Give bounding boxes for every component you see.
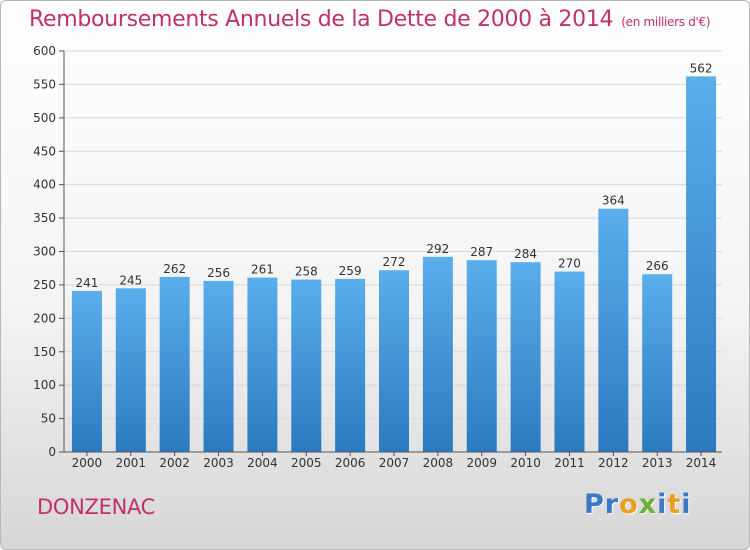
data-label: 258 — [295, 265, 318, 279]
logo-letter: r — [604, 489, 620, 520]
city-name: DONZENAC — [37, 495, 156, 519]
data-label: 241 — [75, 276, 98, 290]
y-tick-label: 450 — [33, 144, 56, 158]
x-tick-label: 2001 — [116, 456, 147, 470]
x-tick-label: 2006 — [335, 456, 366, 470]
bar-2004 — [247, 277, 278, 452]
data-label: 284 — [514, 247, 537, 261]
y-tick-label: 200 — [33, 311, 56, 325]
title-unit: (en milliers d'€) — [621, 15, 711, 29]
chart-title: Remboursements Annuels de la Dette de 20… — [29, 7, 711, 32]
y-tick-label: 300 — [33, 245, 56, 259]
proxiti-logo: Proxiti — [584, 489, 692, 520]
x-tick-label: 2013 — [642, 456, 673, 470]
y-tick-label: 150 — [33, 345, 56, 359]
data-label: 270 — [558, 257, 581, 271]
bar-2010 — [510, 262, 541, 452]
data-label: 261 — [251, 263, 274, 277]
logo-letter: i — [657, 489, 668, 520]
x-tick-label: 2002 — [159, 456, 190, 470]
y-tick-label: 0 — [48, 445, 56, 459]
y-tick-label: 50 — [41, 412, 56, 426]
data-label: 245 — [119, 273, 142, 287]
axes: 0 50 100 150 200 250 300 350 400 450 500 550 600 2000… — [33, 44, 722, 470]
bar-2013 — [642, 274, 673, 452]
y-tick-label: 100 — [33, 378, 56, 392]
x-tick-label: 2004 — [247, 456, 278, 470]
data-label: 292 — [426, 242, 449, 256]
x-tick-label: 2011 — [554, 456, 585, 470]
logo-letter: o — [619, 489, 639, 520]
x-tick-label: 2009 — [466, 456, 497, 470]
bar-2011 — [554, 271, 585, 452]
x-tick-label: 2003 — [203, 456, 234, 470]
x-tick-label: 2005 — [291, 456, 322, 470]
x-tick-label: 2014 — [686, 456, 717, 470]
logo-letter: i — [681, 489, 692, 520]
data-label: 259 — [339, 264, 362, 278]
y-tick-label: 250 — [33, 278, 56, 292]
bar-2003 — [203, 280, 234, 452]
bar-2001 — [115, 288, 146, 452]
data-label: 364 — [602, 194, 625, 208]
bar-2008 — [422, 256, 453, 452]
x-tick-label: 2000 — [72, 456, 103, 470]
y-tick-label: 500 — [33, 111, 56, 125]
x-tick-label: 2008 — [423, 456, 454, 470]
data-label: 266 — [646, 259, 669, 273]
bar-2012 — [598, 208, 629, 452]
bar-2014 — [686, 76, 717, 452]
x-tick-label: 2010 — [510, 456, 541, 470]
y-tick-label: 550 — [33, 77, 56, 91]
data-label: 272 — [383, 255, 406, 269]
data-label: 562 — [690, 61, 713, 75]
data-label: 256 — [207, 266, 230, 280]
data-label: 287 — [470, 245, 493, 259]
bar-2005 — [291, 279, 322, 452]
y-tick-label: 350 — [33, 211, 56, 225]
bar-2006 — [335, 278, 366, 452]
logo-letter: x — [638, 489, 658, 520]
bar-2000 — [71, 290, 102, 452]
logo-letter: t — [667, 489, 682, 520]
x-tick-label: 2012 — [598, 456, 629, 470]
x-tick-label: 2007 — [379, 456, 410, 470]
bar-2009 — [466, 260, 497, 452]
data-labels: 241 245 262 256 261 258 259 272 292 287 284 270 364 2… — [75, 61, 712, 290]
bar-2007 — [379, 270, 409, 452]
title-text: Remboursements Annuels de la Dette de 20… — [29, 7, 614, 32]
bar-2002 — [159, 276, 190, 452]
y-tick-label: 600 — [33, 44, 56, 58]
logo-letter: P — [584, 489, 605, 520]
data-label: 262 — [163, 262, 186, 276]
y-tick-label: 400 — [33, 178, 56, 192]
bars — [71, 76, 717, 452]
